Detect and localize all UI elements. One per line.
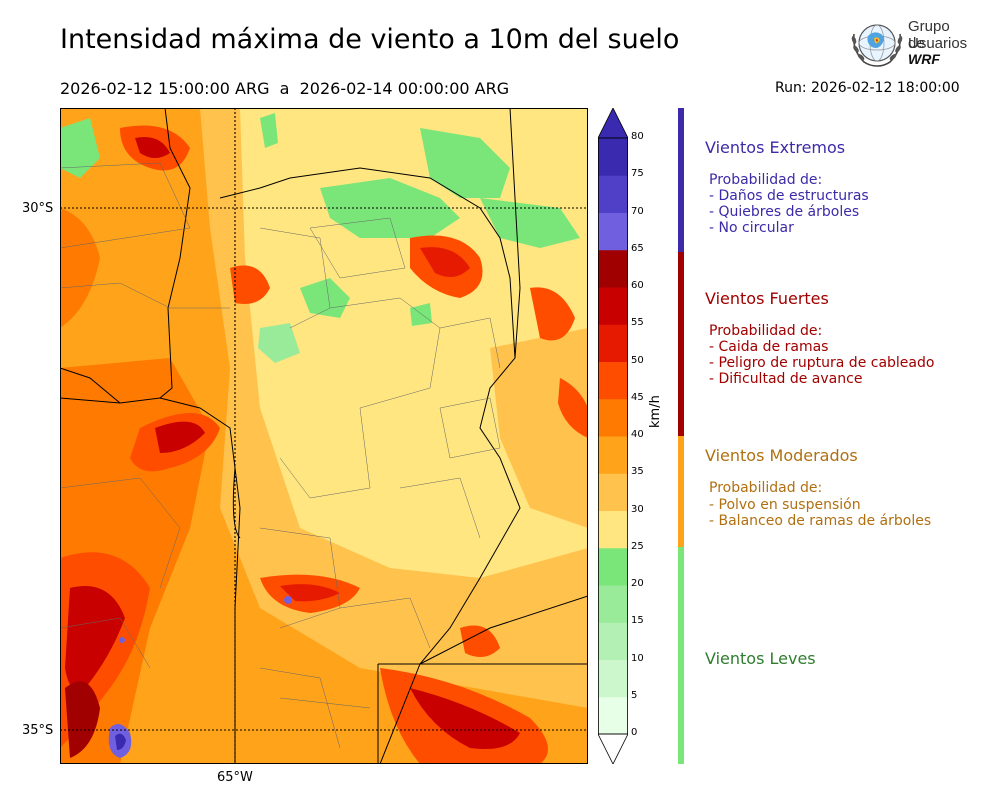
colorbar-extend-max [597,107,629,139]
colorbar-swatches [597,107,629,765]
category-moderate-line: - Balanceo de ramas de árboles [709,513,932,529]
category-light-title: Vientos Leves [705,649,816,668]
lat-label-30s: 30°S [22,201,54,216]
logo-line2: Usuarios [908,35,968,52]
colorbar-tick-label: 35 [631,466,644,478]
category-moderate-line: Probabilidad de: [709,480,823,496]
colorbar-tick-label: 20 [631,578,644,589]
wind-map [60,108,588,764]
colorbar-band [598,249,628,288]
forecast-period: 2026-02-12 15:00:00 ARG a 2026-02-14 00:… [60,79,510,98]
category-extreme-line: - No circular [709,220,794,236]
category-strong-line: Probabilidad de: [709,323,823,339]
colorbar-band [598,175,628,213]
wrf-logo: Grupo de Usuarios WRF [848,16,968,74]
colorbar-tick-label: 70 [631,205,644,217]
colorbar-band [598,287,628,325]
category-strong-line: - Caida de ramas [709,339,829,355]
colorbar-tick-label: 10 [631,652,644,664]
colorbar-tick-label: 15 [631,615,644,627]
colorbar-unit: km/h [648,395,663,428]
colorbar-band [598,138,628,176]
colorbar-tick-label: 80 [631,131,644,142]
category-moderate-line: - Polvo en suspensión [709,497,861,513]
colorbar-tick-label: 65 [631,242,644,254]
category-strong-title: Vientos Fuertes [705,289,829,308]
colorbar-band [598,585,628,623]
category-extreme-title: Vientos Extremos [705,138,846,157]
colorbar-band [598,622,628,660]
colorbar-band [598,212,628,251]
colorbar-tick-label: 40 [631,429,644,440]
colorbar-tick-label: 45 [631,391,644,403]
colorbar-band [598,659,628,698]
category-bar-moderate [678,436,684,547]
category-strong-line: - Peligro de ruptura de cableado [709,355,935,371]
category-extreme-line: - Daños de estructuras [709,188,869,204]
category-bar-light [678,547,684,764]
colorbar-band [598,696,628,735]
colorbar-band [598,398,628,437]
lon-label-65w: 65°W [217,770,253,785]
colorbar-band [598,436,628,474]
category-strong-line: - Dificultad de avance [709,371,863,387]
colorbar-tick-label: 0 [631,727,638,738]
colorbar-band [598,473,628,511]
category-moderate-title: Vientos Moderados [705,446,858,465]
wind-map-canvas [60,108,588,764]
colorbar-extend-min [597,733,629,765]
colorbar-tick-label: 55 [631,317,644,329]
lat-label-35s: 35°S [22,723,54,738]
category-extreme-line: Probabilidad de: [709,172,823,188]
colorbar-frame [598,137,629,735]
category-extreme-line: - Quiebres de árboles [709,204,860,220]
colorbar-tick-label: 75 [631,168,644,180]
colorbar [597,107,629,765]
colorbar-tick-label: 30 [631,503,644,515]
colorbar-band [598,361,628,400]
run-timestamp: Run: 2026-02-12 18:00:00 [775,80,960,96]
logo-line3: WRF [908,51,940,67]
colorbar-band [598,510,628,549]
globe-laurel-icon [851,24,903,67]
colorbar-tick-label: 60 [631,280,644,291]
colorbar-band [598,547,628,586]
map-title: Intensidad máxima de viento a 10m del su… [60,24,680,55]
category-bar-extreme [678,108,684,252]
colorbar-band [598,324,628,362]
colorbar-tick-label: 25 [631,540,644,552]
colorbar-tick-label: 50 [631,354,644,366]
category-bar-strong [678,252,684,436]
logo-line1: Grupo de [908,18,950,52]
colorbar-tick-label: 5 [631,689,638,701]
